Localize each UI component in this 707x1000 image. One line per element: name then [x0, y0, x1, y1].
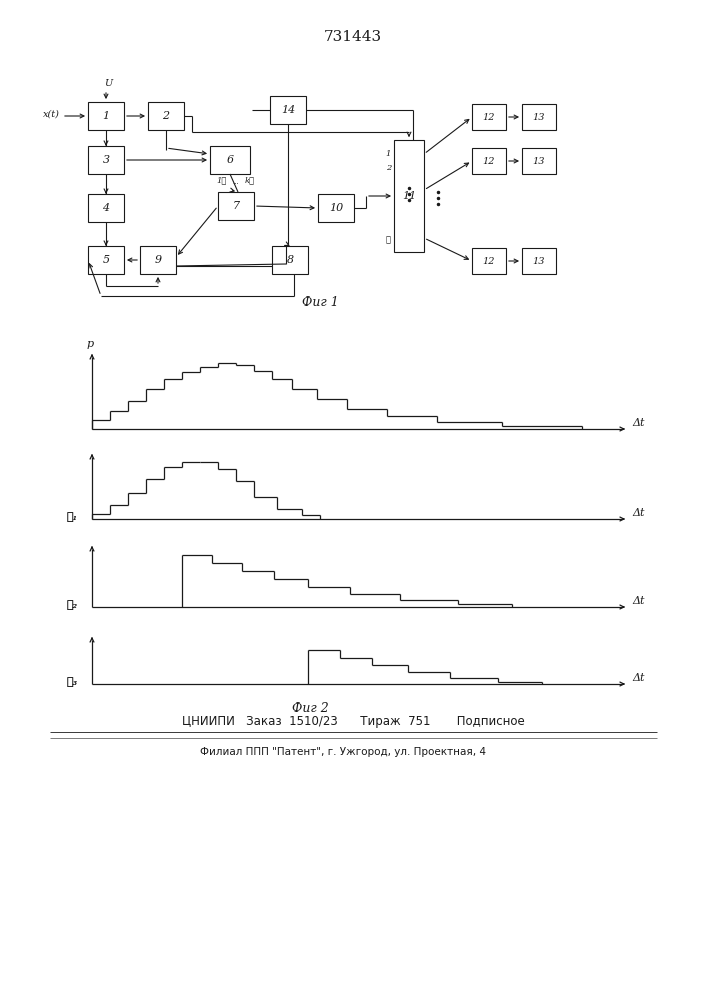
Text: Фиг 1: Фиг 1: [302, 296, 339, 310]
Text: 5: 5: [103, 255, 110, 265]
Text: 12: 12: [483, 256, 495, 265]
Bar: [522, 148, 556, 174]
Text: ℓ₂: ℓ₂: [67, 600, 78, 610]
Bar: [88, 146, 124, 174]
Bar: [272, 246, 308, 274]
Text: Δt: Δt: [632, 508, 645, 518]
Text: Δt: Δt: [632, 418, 645, 428]
Text: 13: 13: [533, 112, 545, 121]
Text: 13: 13: [533, 256, 545, 265]
Bar: [88, 102, 124, 130]
Text: x(t): x(t): [43, 109, 60, 118]
Bar: [318, 194, 354, 222]
Text: 1ℓ: 1ℓ: [217, 176, 227, 184]
Text: р: р: [86, 339, 93, 349]
Text: 12: 12: [483, 112, 495, 121]
Text: ℓ₃: ℓ₃: [67, 677, 78, 687]
Text: Δt: Δt: [632, 673, 645, 683]
Bar: [210, 146, 250, 174]
Text: 2: 2: [163, 111, 170, 121]
Text: Δt: Δt: [632, 596, 645, 606]
Bar: [148, 102, 184, 130]
Text: Филиал ППП "Патент", г. Ужгород, ул. Проектная, 4: Филиал ППП "Патент", г. Ужгород, ул. Про…: [200, 747, 486, 757]
Text: 2: 2: [385, 164, 391, 172]
Bar: [218, 192, 254, 220]
Bar: [394, 140, 424, 252]
Bar: [88, 194, 124, 222]
Bar: [522, 248, 556, 274]
Text: ℓ: ℓ: [386, 236, 391, 244]
Text: 12: 12: [483, 156, 495, 165]
Text: 7: 7: [233, 201, 240, 211]
Text: 1: 1: [103, 111, 110, 121]
Text: U: U: [104, 79, 112, 88]
Bar: [472, 148, 506, 174]
Text: ℓ₁: ℓ₁: [67, 512, 78, 522]
Text: 8: 8: [286, 255, 293, 265]
Text: 1: 1: [385, 150, 391, 158]
Bar: [270, 96, 306, 124]
Text: 4: 4: [103, 203, 110, 213]
Bar: [140, 246, 176, 274]
Text: 6: 6: [226, 155, 233, 165]
Text: ЦНИИПИ   Заказ  1510/23      Тираж  751       Подписное: ЦНИИПИ Заказ 1510/23 Тираж 751 Подписное: [182, 716, 525, 728]
Text: ℓ₃: ℓ₃: [67, 677, 78, 687]
Bar: [472, 104, 506, 130]
Bar: [88, 246, 124, 274]
Text: 10: 10: [329, 203, 343, 213]
Text: ℓ₂: ℓ₂: [67, 600, 78, 610]
Text: 14: 14: [281, 105, 295, 115]
Text: Фиг 2: Фиг 2: [291, 702, 328, 716]
Text: ...: ...: [233, 179, 240, 185]
Bar: [522, 104, 556, 130]
Text: 11: 11: [402, 191, 416, 201]
Text: ℓ₁: ℓ₁: [67, 512, 78, 522]
Text: 9: 9: [154, 255, 162, 265]
Text: 3: 3: [103, 155, 110, 165]
Text: 13: 13: [533, 156, 545, 165]
Bar: [472, 248, 506, 274]
Text: kℓ: kℓ: [245, 176, 255, 184]
Text: 731443: 731443: [324, 30, 382, 44]
